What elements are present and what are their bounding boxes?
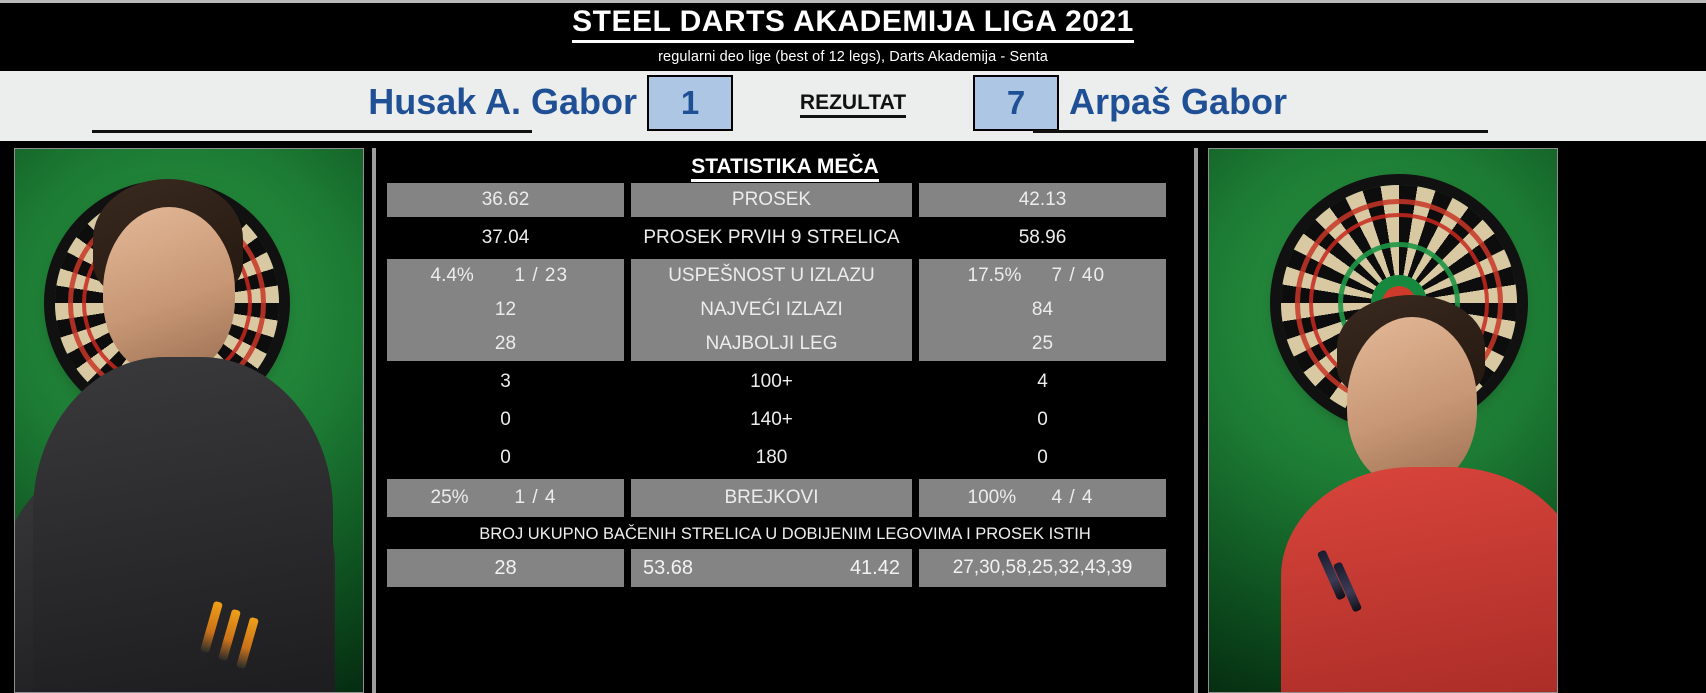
result-label-text: REZULTAT xyxy=(799,91,907,118)
stat-left-percent: 25% xyxy=(430,487,469,508)
darts-thrown-row: 28 53.68 41.42 27,30,58,25,32,43,39 xyxy=(376,549,1194,587)
stat-row-highest-checkout: 12 NAJVEĆI IZLAZI 84 xyxy=(376,293,1194,327)
darts-thrown-label: BROJ UKUPNO BAČENIH STRELICA U DOBIJENIM… xyxy=(479,525,1091,543)
result-label: REZULTAT xyxy=(733,91,973,118)
stat-left-value: 3 xyxy=(500,371,511,392)
left-name-underline xyxy=(92,130,532,133)
stat-left-value: 12 xyxy=(387,293,624,327)
stat-row-prosek: 36.62 PROSEK 42.13 xyxy=(376,183,1194,217)
league-title-text: STEEL DARTS AKADEMIJA LIGA 2021 xyxy=(572,5,1134,43)
stat-right-percent: 100% xyxy=(967,487,1017,508)
stat-right-value: 25 xyxy=(919,327,1166,361)
league-subtitle: regularni deo lige (best of 12 legs), Da… xyxy=(658,49,1048,65)
right-player-score: 7 xyxy=(973,75,1059,131)
scoreboard-bar: Husak A. Gabor 1 REZULTAT 7 Arpaš Gabor xyxy=(0,70,1706,141)
stat-label: PROSEK PRVIH 9 STRELICA xyxy=(643,227,900,248)
stat-row-180: 0 180 0 xyxy=(376,441,1194,475)
stat-label: 140+ xyxy=(750,409,793,430)
left-legs-darts: 28 xyxy=(387,549,624,587)
stat-label: NAJBOLJI LEG xyxy=(631,327,912,361)
stat-right-value: 4 xyxy=(1037,371,1048,392)
stat-right-fraction: 4 / 4 xyxy=(1051,487,1094,508)
stat-right-value: 100% 4 / 4 xyxy=(919,479,1166,517)
left-player-photo xyxy=(14,148,364,693)
stat-left-value: 36.62 xyxy=(387,183,624,217)
right-player-name: Arpaš Gabor xyxy=(1069,81,1288,122)
stat-label: USPEŠNOST U IZLAZU xyxy=(631,259,912,293)
body-area: STATISTIKA MEČA 36.62 PROSEK 42.13 37.04… xyxy=(0,143,1706,693)
stat-label: BREJKOVI xyxy=(631,479,912,517)
stat-right-fraction: 7 / 40 xyxy=(1051,265,1106,286)
stats-panel-title-text: STATISTIKA MEČA xyxy=(691,155,879,182)
league-title: STEEL DARTS AKADEMIJA LIGA 2021 xyxy=(0,0,1706,43)
stat-label: 100+ xyxy=(750,371,793,392)
stat-row-140plus: 0 140+ 0 xyxy=(376,403,1194,437)
stat-left-fraction: 1 / 23 xyxy=(514,265,569,286)
right-player-photo xyxy=(1208,148,1558,693)
right-name-underline xyxy=(1033,130,1488,133)
right-legs-darts: 27,30,58,25,32,43,39 xyxy=(919,549,1166,587)
stat-right-value: 17.5% 7 / 40 xyxy=(919,259,1166,293)
left-player-name: Husak A. Gabor xyxy=(368,81,637,122)
stat-left-value: 4.4% 1 / 23 xyxy=(387,259,624,293)
stat-left-value: 37.04 xyxy=(481,227,530,248)
stat-row-100plus: 3 100+ 4 xyxy=(376,365,1194,399)
stat-right-value: 84 xyxy=(919,293,1166,327)
stat-left-value: 25% 1 / 4 xyxy=(387,479,624,517)
right-player-head xyxy=(1347,317,1477,487)
stat-row-best-leg: 28 NAJBOLJI LEG 25 xyxy=(376,327,1194,361)
stat-label: NAJVEĆI IZLAZI xyxy=(631,293,912,327)
stats-panel-title: STATISTIKA MEČA xyxy=(376,148,1194,183)
top-divider xyxy=(0,0,1706,3)
stat-right-percent: 17.5% xyxy=(967,265,1022,286)
right-player-area: 7 Arpaš Gabor xyxy=(973,71,1706,141)
stat-row-breaks: 25% 1 / 4 BREJKOVI 100% 4 / 4 xyxy=(376,479,1194,517)
stat-left-percent: 4.4% xyxy=(430,265,474,286)
stat-label: PROSEK xyxy=(631,183,912,217)
stat-right-value: 0 xyxy=(1037,447,1048,468)
match-statistics-panel: STATISTIKA MEČA 36.62 PROSEK 42.13 37.04… xyxy=(372,148,1198,693)
stat-row-checkout: 4.4% 1 / 23 USPEŠNOST U IZLAZU 17.5% 7 /… xyxy=(376,259,1194,293)
right-photo-background xyxy=(1209,149,1557,692)
stat-right-value: 0 xyxy=(1037,409,1048,430)
left-player-shoulders xyxy=(33,357,333,692)
left-player-score: 1 xyxy=(647,75,733,131)
stat-right-value: 42.13 xyxy=(919,183,1166,217)
right-legs-average: 41.42 xyxy=(849,556,900,579)
stat-label: 180 xyxy=(755,447,788,468)
left-player-area: Husak A. Gabor 1 xyxy=(0,71,733,141)
stat-left-value: 0 xyxy=(500,447,511,468)
stat-left-value: 0 xyxy=(500,409,511,430)
stat-left-value: 28 xyxy=(387,327,624,361)
left-player-head xyxy=(103,207,235,375)
left-photo-background xyxy=(15,149,363,692)
stat-row-first9: 37.04 PROSEK PRVIH 9 STRELICA 58.96 xyxy=(376,221,1194,255)
stat-left-fraction: 1 / 4 xyxy=(514,487,557,508)
left-legs-average: 53.68 xyxy=(643,556,694,579)
title-bar: STEEL DARTS AKADEMIJA LIGA 2021 regularn… xyxy=(0,0,1706,70)
right-player-torso xyxy=(1281,467,1557,692)
stat-right-value: 58.96 xyxy=(1018,227,1067,248)
legs-averages: 53.68 41.42 xyxy=(631,549,912,587)
